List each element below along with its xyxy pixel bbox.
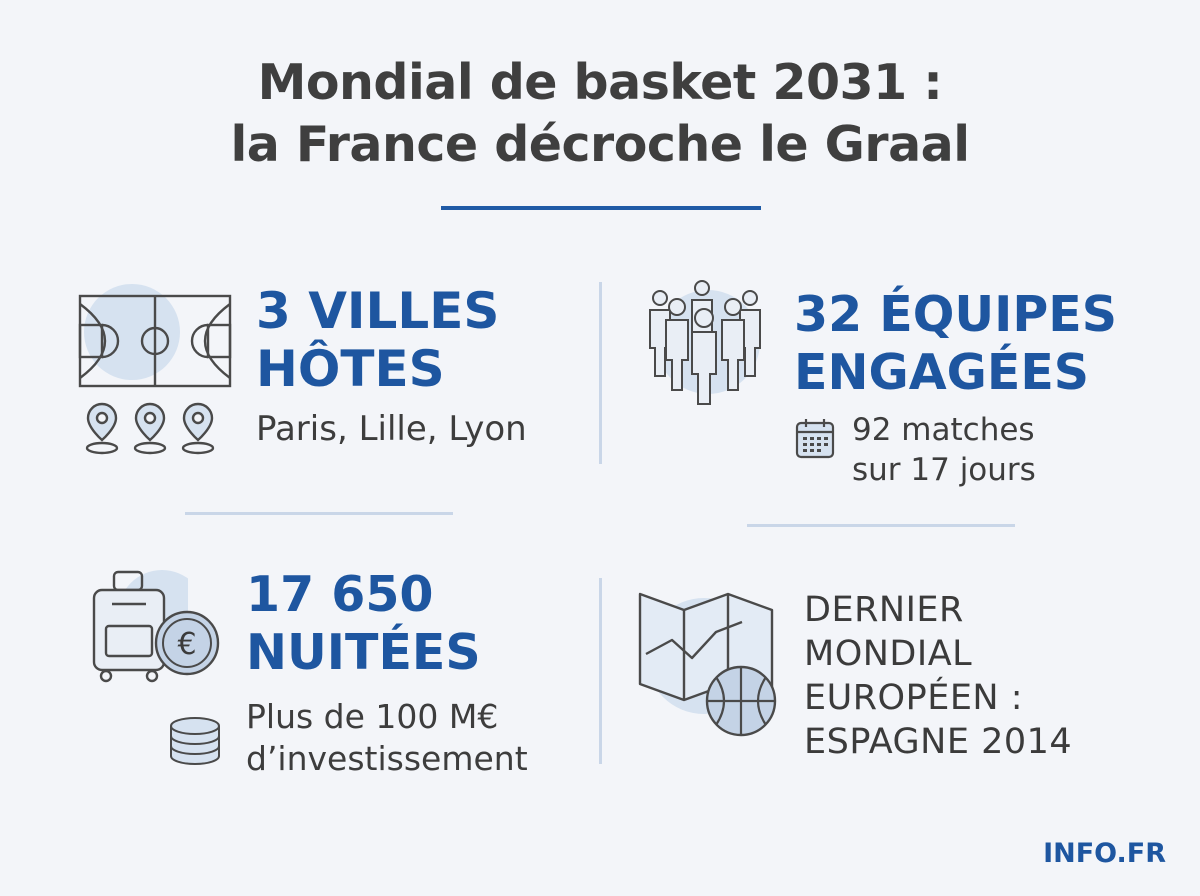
svg-text:€: € — [177, 627, 196, 662]
basketball-court-icon — [78, 284, 232, 388]
page-title: Mondial de basket 2031 : la France décro… — [0, 52, 1200, 176]
equipes-detail-line-1: 92 matches — [852, 412, 1035, 448]
coin-stack-icon — [170, 717, 220, 765]
nuitees-detail: Plus de 100 M€ d’investissement — [246, 696, 528, 780]
dernier-line-1: DERNIER — [804, 590, 964, 630]
horizontal-divider-left — [185, 512, 453, 515]
horizontal-divider-right — [747, 524, 1015, 527]
nuitees-headline-line-2: NUITÉES — [246, 624, 481, 681]
nuitees-headline-line-1: 17 650 — [246, 566, 434, 623]
equipes-headline-line-1: 32 ÉQUIPES — [794, 286, 1118, 343]
nuitees-detail-line-1: Plus de 100 M€ — [246, 697, 499, 736]
team-players-icon — [649, 280, 761, 405]
brand-logo-text: INFO.FR — [1043, 838, 1166, 869]
equipes-detail-line-2: sur 17 jours — [852, 452, 1036, 488]
dernier-line-3: EUROPÉEN : — [804, 678, 1024, 718]
dernier-line-2: MONDIAL — [804, 634, 973, 674]
title-line-2: la France décroche le Graal — [230, 116, 970, 173]
dernier-mondial-text: DERNIER MONDIAL EUROPÉEN : ESPAGNE 2014 — [804, 588, 1072, 764]
dernier-line-4: ESPAGNE 2014 — [804, 722, 1073, 762]
euro-coin-icon: € — [154, 610, 220, 676]
nuitees-detail-line-2: d’investissement — [246, 739, 528, 778]
villes-headline-line-2: HÔTES — [256, 340, 445, 398]
villes-headline: 3 VILLES HÔTES — [256, 282, 499, 398]
villes-detail: Paris, Lille, Lyon — [256, 409, 527, 449]
villes-headline-line-1: 3 VILLES — [256, 282, 500, 340]
vertical-divider-top — [599, 282, 602, 464]
title-underline — [441, 206, 761, 210]
vertical-divider-bottom — [599, 578, 602, 764]
nuitees-headline: 17 650 NUITÉES — [246, 566, 481, 682]
equipes-detail: 92 matches sur 17 jours — [852, 410, 1036, 490]
map-pin-icon — [85, 402, 215, 455]
equipes-headline: 32 ÉQUIPES ENGAGÉES — [794, 286, 1117, 402]
calendar-icon — [795, 419, 835, 459]
basketball-icon — [705, 665, 777, 737]
title-line-1: Mondial de basket 2031 : — [257, 54, 943, 111]
equipes-headline-line-2: ENGAGÉES — [794, 344, 1090, 401]
